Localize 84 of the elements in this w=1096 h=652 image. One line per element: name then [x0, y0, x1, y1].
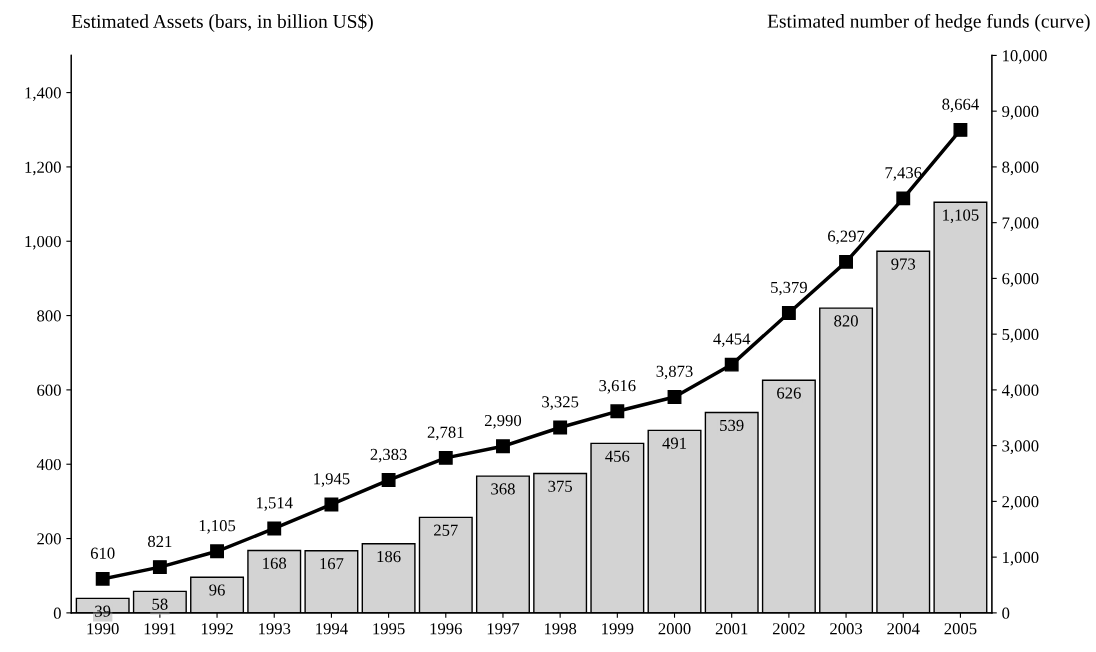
- point: [324, 497, 339, 512]
- x-tick-label: 1996: [430, 623, 462, 635]
- y-tick-label: 400: [36, 458, 61, 471]
- x-tick-label: 2001: [715, 623, 748, 635]
- data-label: 2,383: [370, 448, 407, 463]
- x-tick-label: 2003: [830, 623, 863, 635]
- y-tick-label: 1,400: [25, 87, 61, 101]
- data-label: 368: [491, 483, 515, 495]
- x-tick-label: 1997: [487, 623, 520, 635]
- point: [553, 420, 568, 435]
- point: [667, 390, 682, 404]
- data-label: 1,514: [256, 497, 293, 511]
- x-tick-label: 1998: [544, 623, 577, 635]
- y-tick-label: 800: [37, 310, 61, 322]
- point: [839, 254, 854, 269]
- y-tick-label: 0: [53, 607, 61, 619]
- x-tick-label: 1991: [144, 623, 176, 635]
- data-label: 1,945: [314, 473, 350, 487]
- point: [210, 544, 225, 559]
- y2-tick-label: 3,000: [1002, 440, 1039, 454]
- data-label: 821: [148, 535, 172, 548]
- data-label: 186: [377, 550, 401, 563]
- y2-tick-label: 2,000: [1002, 496, 1039, 510]
- data-label: 5,379: [771, 281, 807, 296]
- x-tick-label: 1999: [602, 623, 634, 635]
- data-label: 2,781: [427, 426, 464, 441]
- data-label: 3,616: [599, 380, 636, 394]
- y2-tick-label: 10,000: [1003, 50, 1047, 64]
- x-tick-label: 1990: [87, 623, 119, 635]
- data-label: 167: [320, 558, 344, 570]
- point: [781, 306, 796, 320]
- data-label: 168: [263, 557, 287, 569]
- data-label: 3,873: [656, 365, 693, 380]
- y2-tick-label: 6,000: [1002, 273, 1039, 287]
- data-label: 456: [605, 450, 630, 462]
- data-label: 7,436: [885, 167, 922, 181]
- point: [610, 404, 625, 419]
- point: [496, 439, 510, 454]
- point: [381, 473, 396, 487]
- data-label: 626: [777, 387, 801, 399]
- data-label: 491: [662, 437, 687, 449]
- data-label: 1,105: [943, 209, 979, 224]
- y-axis-title: Estimated Assets (bars, in billion US$): [71, 13, 373, 32]
- y-tick-label: 200: [37, 533, 61, 545]
- data-label: 539: [720, 419, 744, 431]
- y-tick-label: 1,000: [25, 235, 61, 250]
- y2-tick-label: 5,000: [1002, 328, 1039, 343]
- data-label: 96: [209, 584, 225, 596]
- y2-tick-label: 1,000: [1003, 551, 1039, 566]
- x-tick-label: 1992: [201, 623, 233, 635]
- point: [95, 571, 110, 586]
- data-label: 1,105: [199, 519, 236, 534]
- x-tick-label: 2005: [944, 623, 977, 635]
- y2-tick-label: 9,000: [1002, 105, 1039, 120]
- data-label: 2,990: [484, 414, 522, 429]
- y2-tick-label: 8,000: [1002, 161, 1039, 176]
- y2-tick-label: 4,000: [1001, 384, 1039, 399]
- data-label: 6,297: [828, 230, 865, 245]
- x-tick-label: 1994: [316, 623, 348, 635]
- x-tick-label: 1995: [373, 623, 405, 635]
- point: [438, 450, 453, 465]
- point: [953, 122, 968, 137]
- data-label: 58: [152, 598, 168, 610]
- x-tick-label: 2004: [887, 623, 920, 635]
- y2-tick-label: 7,000: [1002, 217, 1039, 231]
- point: [152, 560, 167, 575]
- point: [724, 357, 739, 372]
- x-tick-label: 1993: [259, 623, 291, 635]
- data-label: 257: [434, 524, 458, 536]
- y2-axis-title: Estimated number of hedge funds (curve): [767, 13, 1090, 32]
- data-label: 3,325: [542, 396, 579, 410]
- data-label: 4,454: [713, 333, 751, 347]
- y-tick-label: 600: [37, 384, 61, 396]
- point: [267, 521, 282, 536]
- data-label: 610: [90, 547, 115, 559]
- x-tick-label: 2002: [772, 623, 805, 635]
- x-tick-label: 2000: [658, 623, 691, 635]
- data-label: 8,664: [942, 98, 979, 113]
- data-label: 820: [834, 315, 858, 327]
- y2-tick-label: 0: [1002, 607, 1010, 619]
- y-tick-label: 1,200: [25, 161, 61, 176]
- data-label: 375: [548, 480, 572, 492]
- data-label: 973: [891, 258, 916, 270]
- point: [896, 191, 911, 206]
